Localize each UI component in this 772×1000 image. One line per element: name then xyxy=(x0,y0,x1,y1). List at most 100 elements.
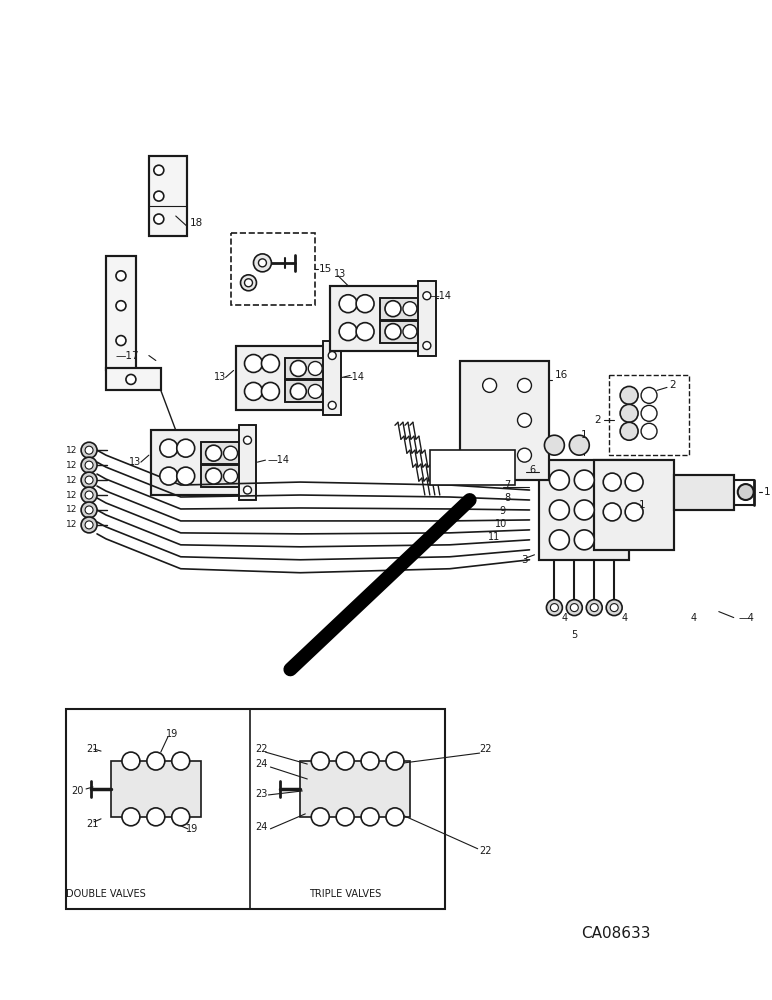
Text: 8: 8 xyxy=(505,493,511,503)
Bar xyxy=(286,380,327,402)
Bar xyxy=(151,430,245,495)
Text: 12: 12 xyxy=(66,461,77,470)
Text: 20: 20 xyxy=(71,786,83,796)
Circle shape xyxy=(403,325,417,339)
Circle shape xyxy=(154,165,164,175)
Circle shape xyxy=(311,752,329,770)
Bar xyxy=(239,425,256,500)
Bar xyxy=(149,156,187,236)
Text: 13: 13 xyxy=(334,269,347,279)
Bar xyxy=(201,442,242,464)
Circle shape xyxy=(361,808,379,826)
Text: 6: 6 xyxy=(530,465,536,475)
Circle shape xyxy=(126,374,136,384)
Bar xyxy=(201,465,242,487)
Bar xyxy=(66,709,445,909)
Text: 2: 2 xyxy=(594,415,601,425)
Text: 19: 19 xyxy=(186,824,198,834)
Circle shape xyxy=(386,808,404,826)
Text: —17: —17 xyxy=(116,351,140,361)
Text: 13: 13 xyxy=(214,372,226,382)
Bar xyxy=(609,375,689,455)
Bar xyxy=(380,298,422,320)
Circle shape xyxy=(567,600,582,616)
Text: 13: 13 xyxy=(129,457,141,467)
Circle shape xyxy=(245,279,252,287)
Circle shape xyxy=(81,457,97,473)
Bar xyxy=(149,156,187,236)
Bar xyxy=(106,256,136,370)
Bar xyxy=(111,761,201,817)
Bar xyxy=(201,442,242,464)
Bar xyxy=(418,281,436,356)
Circle shape xyxy=(81,442,97,458)
Bar xyxy=(323,341,341,415)
Text: —4: —4 xyxy=(739,613,754,623)
Circle shape xyxy=(290,361,306,376)
Bar xyxy=(674,475,733,510)
Bar xyxy=(330,286,425,351)
Bar xyxy=(330,286,425,351)
Circle shape xyxy=(569,435,589,455)
Text: 16: 16 xyxy=(554,370,567,380)
Circle shape xyxy=(620,422,638,440)
Bar xyxy=(231,233,315,305)
Bar xyxy=(594,460,674,550)
Circle shape xyxy=(241,275,256,291)
Text: 12: 12 xyxy=(66,491,77,500)
Circle shape xyxy=(550,604,558,612)
Circle shape xyxy=(574,470,594,490)
Text: 12: 12 xyxy=(66,476,77,485)
Text: 12: 12 xyxy=(66,520,77,529)
Bar xyxy=(106,256,136,370)
Circle shape xyxy=(172,752,190,770)
Bar xyxy=(460,361,550,480)
Text: 11: 11 xyxy=(488,532,500,542)
Circle shape xyxy=(610,604,618,612)
Text: —14: —14 xyxy=(267,455,290,465)
Text: 22: 22 xyxy=(479,846,493,856)
Circle shape xyxy=(172,808,190,826)
Circle shape xyxy=(336,808,354,826)
Circle shape xyxy=(85,461,93,469)
Bar xyxy=(286,358,327,379)
Circle shape xyxy=(550,500,569,520)
Circle shape xyxy=(81,502,97,518)
Circle shape xyxy=(625,503,643,521)
Bar xyxy=(300,761,410,817)
Circle shape xyxy=(423,292,431,300)
Circle shape xyxy=(738,484,753,500)
Circle shape xyxy=(550,470,569,490)
Circle shape xyxy=(423,342,431,350)
Text: 1: 1 xyxy=(639,500,645,510)
Circle shape xyxy=(620,404,638,422)
Bar xyxy=(380,298,422,320)
Bar xyxy=(106,368,161,390)
Circle shape xyxy=(517,378,531,392)
Circle shape xyxy=(571,604,578,612)
Circle shape xyxy=(603,503,621,521)
Circle shape xyxy=(547,600,562,616)
Bar xyxy=(235,346,330,410)
Circle shape xyxy=(620,386,638,404)
Circle shape xyxy=(154,191,164,201)
Circle shape xyxy=(85,476,93,484)
Circle shape xyxy=(544,435,564,455)
Bar xyxy=(418,281,436,356)
Bar xyxy=(323,341,341,415)
Text: TRIPLE VALVES: TRIPLE VALVES xyxy=(309,889,381,899)
Circle shape xyxy=(356,295,374,313)
Text: 2: 2 xyxy=(669,380,676,390)
Text: 22: 22 xyxy=(479,744,493,754)
Circle shape xyxy=(224,469,238,483)
Text: 24: 24 xyxy=(256,822,268,832)
Circle shape xyxy=(641,423,657,439)
Bar xyxy=(286,380,327,402)
Bar xyxy=(540,460,629,560)
Bar xyxy=(430,450,514,485)
Circle shape xyxy=(205,445,222,461)
Circle shape xyxy=(262,355,279,372)
Circle shape xyxy=(386,752,404,770)
Circle shape xyxy=(243,486,252,494)
Circle shape xyxy=(154,214,164,224)
